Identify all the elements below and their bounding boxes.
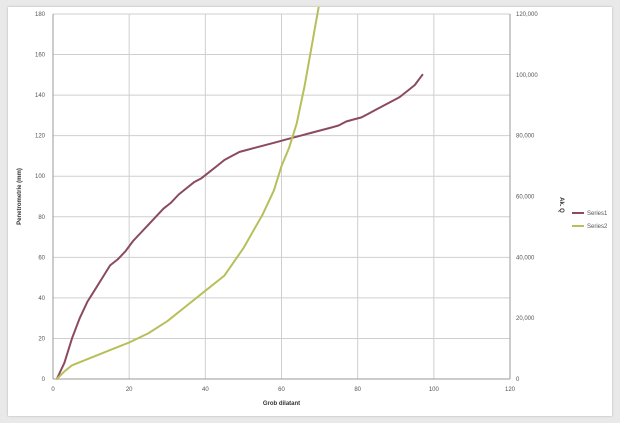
y-tick-label: 100	[35, 174, 46, 180]
axes	[52, 14, 511, 380]
legend-label-1: Series1	[587, 211, 608, 217]
series-line-2	[55, 7, 320, 380]
y2-tick-label: 120,000	[516, 12, 538, 18]
y2-tick-label: 60,000	[516, 195, 535, 201]
y2-axis-title: Ak. Q	[558, 197, 564, 213]
y-tick-label: 160	[35, 53, 46, 59]
y-tick-label: 20	[38, 336, 45, 342]
legend: Series1 Series2	[572, 211, 608, 230]
series-line-1	[55, 73, 424, 380]
y-tick-label: 40	[38, 296, 45, 302]
chart-card: 0 20 40 60 80 100 120 140 160 180 0 20 40 60 80 100 120 0…	[8, 7, 612, 416]
y-tick-label: 0	[42, 377, 46, 383]
grid	[52, 13, 511, 380]
y-tick-label: 140	[35, 93, 46, 99]
y-axis-title: Penetrometrie (mm)	[17, 168, 23, 225]
x-tick-label: 20	[126, 387, 133, 393]
y-tick-label: 180	[35, 12, 46, 18]
x-tick-label: 60	[278, 387, 285, 393]
series	[55, 7, 424, 380]
x-tick-label: 80	[354, 387, 361, 393]
legend-label-2: Series2	[587, 224, 608, 230]
y-tick-label: 120	[35, 134, 46, 140]
x-tick-label: 100	[429, 387, 440, 393]
y-tick-label: 60	[38, 255, 45, 261]
y2-tick-label: 80,000	[516, 134, 535, 140]
y2-tick-label: 100,000	[516, 73, 538, 79]
y2-tick-label: 40,000	[516, 255, 535, 261]
y2-tick-label: 0	[516, 377, 520, 383]
x-tick-label: 40	[202, 387, 209, 393]
x-tick-label: 120	[505, 387, 516, 393]
y2-tick-label: 20,000	[516, 316, 535, 322]
x-axis-title: Grob dilatant	[263, 401, 300, 407]
y-tick-label: 80	[38, 215, 45, 221]
x-tick-label: 0	[51, 387, 55, 393]
